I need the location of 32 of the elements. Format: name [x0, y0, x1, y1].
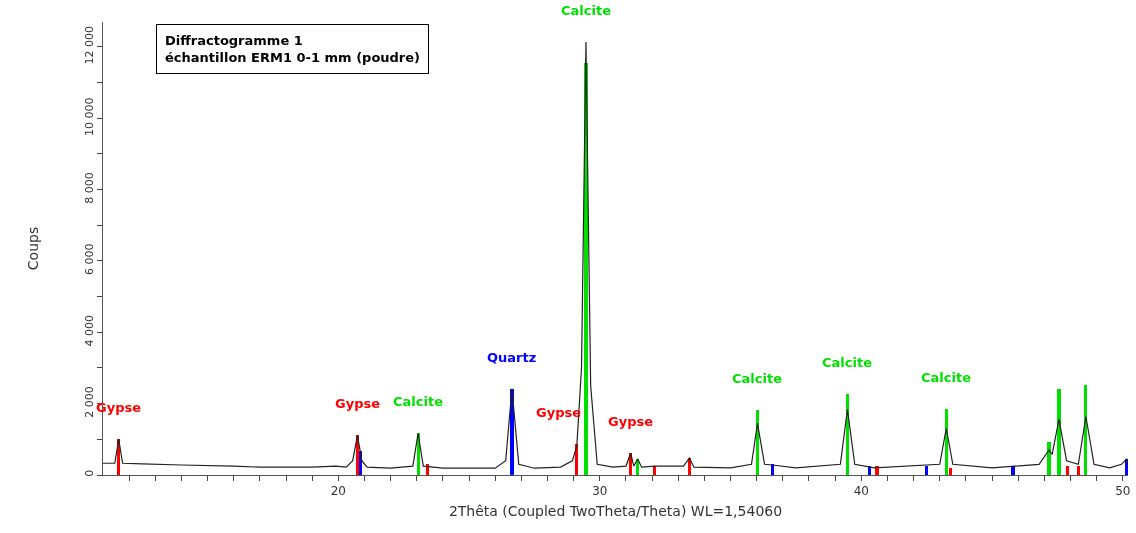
text: échantillon ERM1 0-1 mm (poudre) — [165, 49, 421, 65]
annotation: Calcite — [732, 371, 783, 386]
y-tick-label: 6 000 — [82, 243, 96, 276]
bar — [1084, 385, 1087, 475]
bar — [949, 468, 952, 475]
y-tick-label: 10 000 — [82, 97, 96, 136]
x-tick-label: 50 — [1115, 484, 1131, 499]
annotation: Quartz — [487, 350, 537, 365]
annotation: Calcite — [561, 3, 612, 18]
text: Diffractogramme 1 — [165, 33, 303, 48]
y-tick-label: 2 000 — [82, 386, 96, 418]
y-tick-label: 4 000 — [82, 314, 96, 347]
annotation: Calcite — [921, 370, 972, 385]
x-axis-title: 2Thêta (Coupled TwoTheta/Theta) WL=1,54060 — [448, 502, 783, 519]
bar — [1057, 389, 1061, 475]
bar — [426, 464, 429, 475]
y-tick-label: 0 — [82, 469, 96, 477]
annotation: Calcite — [393, 394, 444, 409]
annotation: Gypse — [608, 414, 654, 429]
annotation: Gypse — [335, 396, 381, 411]
y-tick-label: 8 000 — [82, 172, 96, 204]
x-tick-label: 30 — [592, 484, 608, 499]
bar — [925, 466, 928, 475]
bar — [1047, 442, 1051, 475]
annotation: Calcite — [822, 355, 873, 370]
y-axis-title: Coups — [25, 226, 42, 271]
annotation: Gypse — [536, 405, 582, 420]
y-tick-label: 12 000 — [82, 26, 96, 65]
x-tick-label: 20 — [330, 484, 346, 499]
bar — [1066, 466, 1069, 475]
x-tick-label: 40 — [853, 484, 869, 499]
bar — [1077, 466, 1080, 475]
